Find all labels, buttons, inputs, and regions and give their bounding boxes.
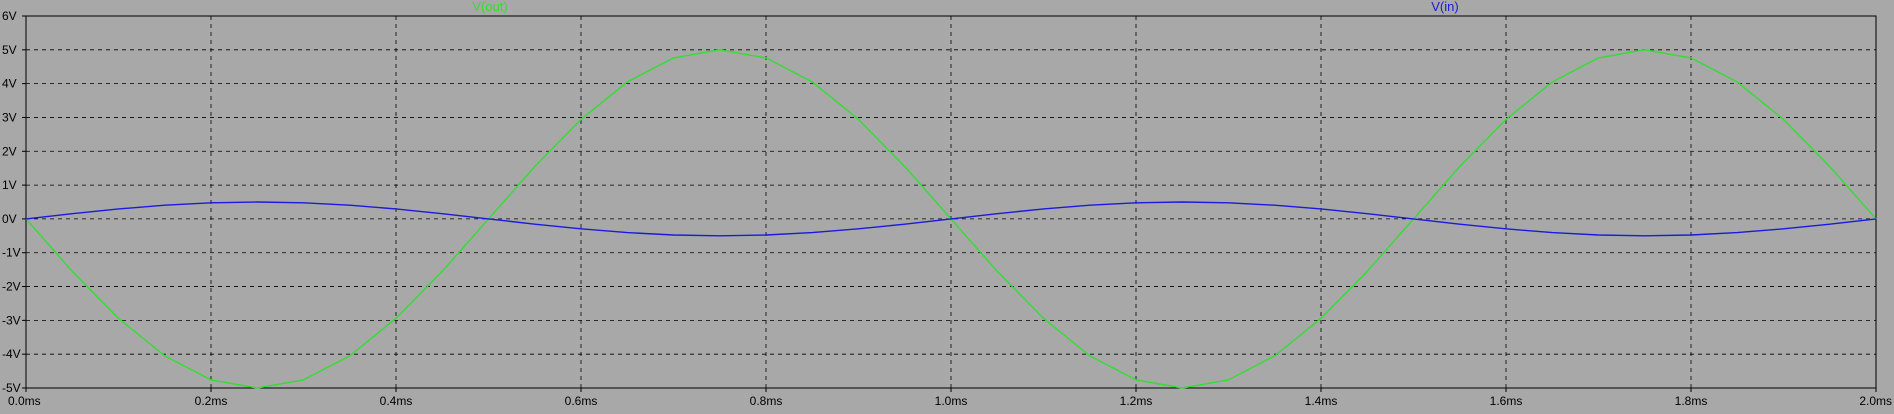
y-tick-label: -1V [2,246,21,260]
y-tick-label: 5V [2,43,17,57]
x-tick-label: 1.6ms [1490,394,1523,408]
legend[interactable]: V(out) V(in) [472,0,1458,14]
y-tick-label: -5V [2,381,21,395]
x-tick-label: 0.6ms [565,394,598,408]
y-tick-label: -3V [2,313,21,327]
legend-entry-vout[interactable]: V(out) [472,0,507,14]
y-tick-label: -4V [2,347,21,361]
x-tick-label: 0.8ms [750,394,783,408]
x-tick-label: 2.0ms [1859,394,1892,408]
x-tick-label: 1.2ms [1120,394,1153,408]
x-tick-label: 0.2ms [195,394,228,408]
y-tick-label: 1V [2,178,17,192]
x-tick-label: 0.4ms [380,394,413,408]
y-tick-label: 3V [2,110,17,124]
series-line-vin[interactable] [25,201,1877,237]
y-tick-label: 4V [2,77,17,91]
y-axis-tick-labels: 6V 5V 4V 3V 2V 1V 0V -1V -2V -3V -4V -5V [2,9,26,395]
y-tick-label: -2V [2,280,21,294]
y-tick-label: 0V [2,212,17,226]
x-tick-label: 1.4ms [1305,394,1338,408]
x-tick-label: 0.0ms [8,394,41,408]
legend-entry-vin[interactable]: V(in) [1431,0,1458,14]
grid-lines [26,16,1876,389]
x-tick-label: 1.0ms [935,394,968,408]
series-layer [25,49,1877,389]
x-tick-label: 1.8ms [1675,394,1708,408]
y-tick-label: 6V [2,9,17,23]
x-axis-tick-labels: 0.0ms 0.2ms 0.4ms 0.6ms 0.8ms 1.0ms 1.2ms 1.4ms… [8,388,1892,408]
y-tick-label: 2V [2,144,17,158]
